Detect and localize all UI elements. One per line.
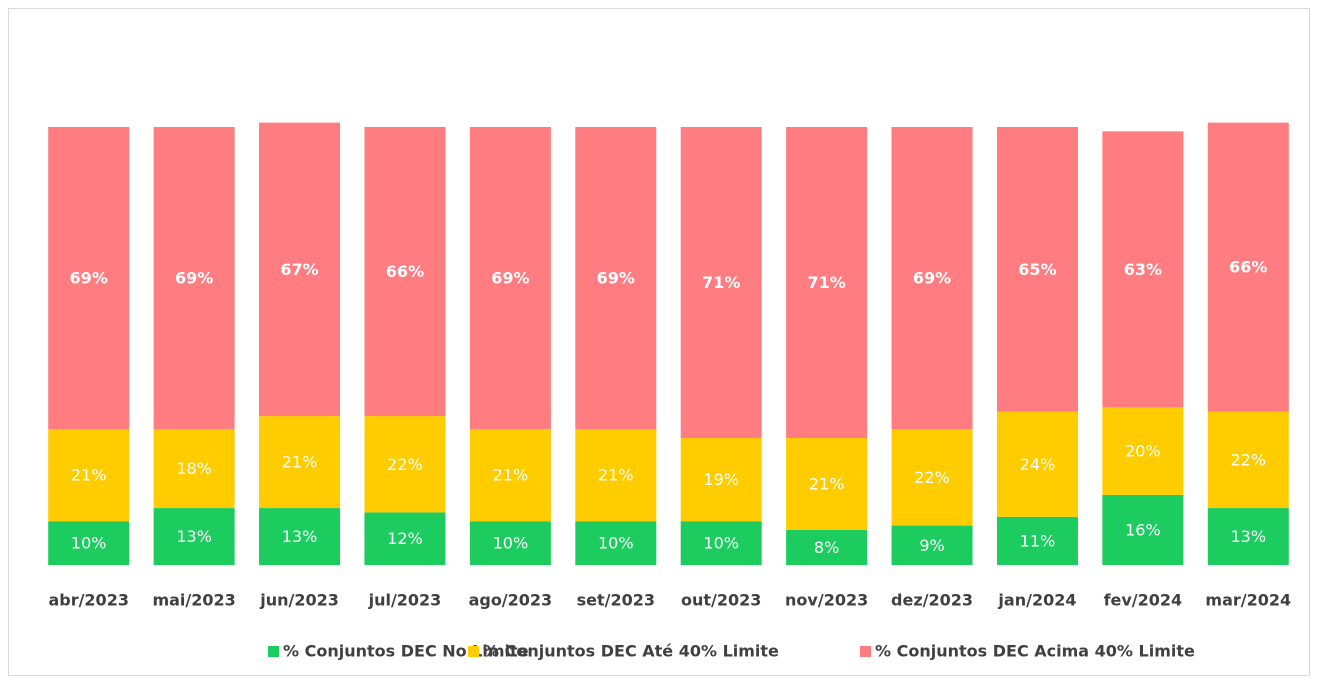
data-label: 67% [280,260,318,279]
data-label: 69% [175,269,213,288]
data-label: 21% [493,466,529,485]
data-label: 21% [71,466,107,485]
legend-swatch [860,646,871,657]
bar-segment [1102,407,1184,495]
x-tick-label: mai/2023 [152,591,235,610]
x-tick-label: set/2023 [577,591,655,610]
legend-label: % Conjuntos DEC Até 40% Limite [483,642,779,661]
data-label: 13% [282,527,318,546]
bar-segment [259,416,341,509]
data-label: 19% [703,470,739,489]
data-label: 66% [386,262,424,281]
bar-segment [786,437,868,530]
data-label: 10% [703,534,739,553]
data-label: 9% [919,536,944,555]
bar-segment [575,429,657,522]
bar-segment [891,525,973,565]
data-label: 13% [176,527,212,546]
x-tick-label: jun/2023 [259,591,339,610]
bar-segment [996,516,1078,565]
legend-label: % Conjuntos DEC Acima 40% Limite [875,642,1195,661]
bar-segment [1102,494,1184,565]
data-label: 22% [387,455,423,474]
bar-segment [259,508,341,565]
bar-segment [469,521,551,565]
data-label: 10% [493,534,529,553]
x-tick-label: abr/2023 [48,591,129,610]
data-label: 71% [702,273,740,292]
x-tick-label: fev/2024 [1104,591,1183,610]
bar-segment [48,521,130,565]
data-label: 20% [1125,442,1161,461]
data-label: 21% [809,474,845,493]
bar-segment [469,127,551,430]
bar-segment [891,127,973,430]
bar-segment [153,127,235,430]
bar-segment [680,437,762,522]
legend-swatch [268,646,279,657]
data-label: 10% [598,534,634,553]
data-label: 16% [1125,520,1161,539]
bar-segment [48,127,130,430]
bar-segment [364,512,446,565]
data-label: 22% [1231,450,1267,469]
bar-segment [575,127,657,430]
data-label: 11% [1020,531,1056,550]
data-label: 63% [1124,260,1162,279]
data-label: 69% [70,269,108,288]
data-label: 21% [598,466,634,485]
data-label: 8% [814,538,839,557]
x-tick-label: mar/2024 [1205,591,1291,610]
bar-segment [153,508,235,565]
bar-segment [575,521,657,565]
data-label: 24% [1020,455,1056,474]
bar-segment [48,429,130,522]
bar-segment [1102,131,1184,408]
bar-segment [364,416,446,513]
x-tick-label: jul/2023 [368,591,442,610]
bar-segment [891,429,973,526]
bar-segment [680,127,762,438]
bar-segment [153,429,235,509]
bar-segment [1207,411,1289,509]
bar-segment [259,122,341,417]
bar-segment [469,429,551,522]
data-label: 71% [807,273,845,292]
x-tick-label: ago/2023 [469,591,553,610]
bar-segment [786,529,868,565]
data-label: 69% [913,269,951,288]
data-label: 22% [914,468,950,487]
bar-segment [786,127,868,438]
x-tick-label: jan/2024 [997,591,1076,610]
x-tick-label: out/2023 [681,591,761,610]
data-label: 10% [71,534,107,553]
x-tick-label: nov/2023 [785,591,868,610]
data-label: 65% [1018,260,1056,279]
bar-segment [364,127,446,417]
data-label: 18% [176,459,212,478]
bar-segment [996,411,1078,517]
bar-segment [1207,508,1289,565]
data-label: 66% [1229,258,1267,277]
data-label: 13% [1231,527,1267,546]
bar-segment [996,127,1078,412]
legend-label: % Conjuntos DEC No Limite [283,642,529,661]
data-label: 21% [282,453,318,472]
x-tick-label: dez/2023 [891,591,973,610]
data-label: 69% [597,269,635,288]
bar-segment [1207,122,1289,412]
legend-swatch [468,646,479,657]
data-label: 69% [491,269,529,288]
data-label: 12% [387,529,423,548]
bar-segment [680,521,762,565]
